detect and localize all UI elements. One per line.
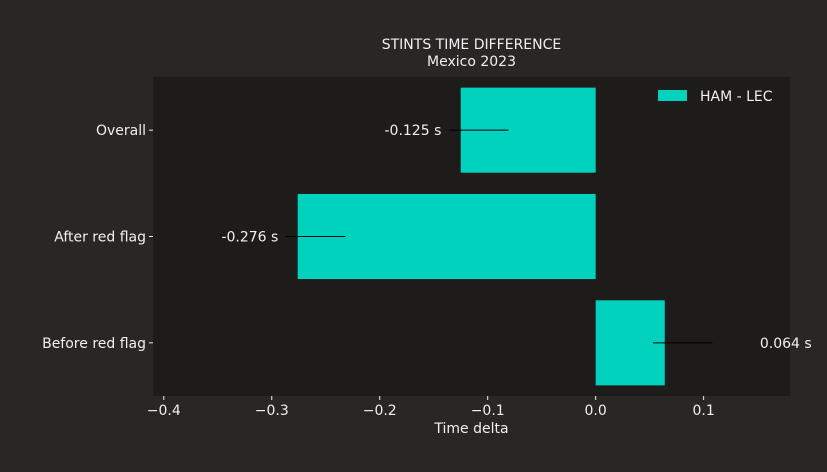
legend-label: HAM - LEC [700, 89, 773, 105]
bar-value-label: 0.064 s [760, 336, 812, 352]
legend: HAM - LEC [658, 89, 773, 105]
x-axis-label: Time delta [433, 421, 508, 437]
chart-subtitle: Mexico 2023 [427, 54, 516, 70]
y-tick-label: Overall [96, 123, 146, 139]
legend-swatch [658, 90, 687, 101]
x-tick-label: −0.1 [471, 403, 505, 419]
bar-value-label: -0.276 s [221, 230, 278, 246]
chart-title: STINTS TIME DIFFERENCE [382, 37, 562, 53]
x-tick-label: 0.1 [692, 403, 714, 419]
y-tick-label: Before red flag [42, 336, 146, 352]
x-tick-label: 0.0 [585, 403, 607, 419]
x-tick-label: −0.4 [147, 403, 181, 419]
y-tick-label: After red flag [54, 230, 146, 246]
bar-value-label: -0.125 s [384, 123, 441, 139]
bar-1 [297, 193, 596, 280]
x-tick-label: −0.2 [363, 403, 397, 419]
x-tick-label: −0.3 [255, 403, 289, 419]
